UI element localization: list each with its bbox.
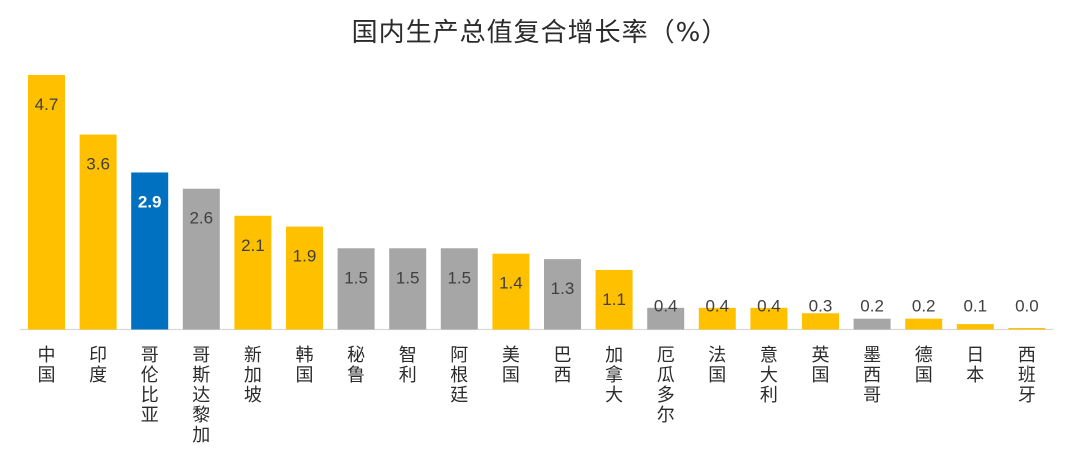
category-label-18: 日本 xyxy=(966,345,984,386)
bar-16 xyxy=(853,318,891,330)
category-label-9: 美国 xyxy=(502,345,520,386)
data-label-6: 1.5 xyxy=(344,268,368,287)
data-label-17: 0.2 xyxy=(912,297,936,316)
bar-1 xyxy=(79,134,117,330)
category-label-6: 秘鲁 xyxy=(347,345,365,386)
category-label-0: 中国 xyxy=(38,345,56,386)
bar-19 xyxy=(1008,328,1046,330)
data-label-0: 4.7 xyxy=(35,95,59,114)
category-label-12: 厄瓜多尔 xyxy=(657,345,675,426)
category-label-2: 哥伦比亚 xyxy=(141,345,159,426)
data-label-2: 2.9 xyxy=(138,192,162,211)
data-label-13: 0.4 xyxy=(705,297,729,316)
data-label-9: 1.4 xyxy=(499,274,523,293)
category-label-13: 法国 xyxy=(708,345,726,386)
category-label-19: 西班牙 xyxy=(1018,345,1036,406)
data-label-3: 2.6 xyxy=(189,209,213,228)
bar-15 xyxy=(802,313,839,330)
bar-0 xyxy=(28,75,65,330)
category-label-3: 哥斯达黎加 xyxy=(192,345,210,446)
bar-12 xyxy=(647,307,685,330)
category-label-5: 韩国 xyxy=(296,345,314,386)
data-label-10: 1.3 xyxy=(551,279,575,298)
category-label-17: 德国 xyxy=(915,345,933,386)
data-label-7: 1.5 xyxy=(396,268,420,287)
chart-title: 国内生产总值复合增长率（%） xyxy=(351,18,729,48)
data-label-12: 0.4 xyxy=(654,297,678,316)
category-label-4: 新加坡 xyxy=(244,345,262,406)
data-label-11: 1.1 xyxy=(602,290,626,309)
data-label-4: 2.1 xyxy=(241,236,265,255)
data-label-14: 0.4 xyxy=(757,297,781,316)
bar-14 xyxy=(750,307,788,330)
category-label-10: 巴西 xyxy=(554,345,572,386)
bar-11 xyxy=(595,269,633,330)
category-label-15: 英国 xyxy=(812,345,830,386)
data-label-18: 0.1 xyxy=(963,297,987,316)
bar-10 xyxy=(544,259,581,330)
data-label-8: 1.5 xyxy=(447,268,471,287)
bar-13 xyxy=(698,307,736,330)
data-label-1: 3.6 xyxy=(86,155,110,174)
bar-4 xyxy=(234,215,272,330)
data-label-16: 0.2 xyxy=(860,297,884,316)
category-label-1: 印度 xyxy=(89,345,107,386)
bar-17 xyxy=(905,318,943,330)
data-label-15: 0.3 xyxy=(809,297,833,316)
bar-9 xyxy=(492,253,530,330)
category-label-16: 墨西哥 xyxy=(863,345,881,406)
bar-3 xyxy=(182,188,220,330)
category-label-8: 阿根廷 xyxy=(450,345,468,406)
bar-5 xyxy=(286,226,323,330)
data-label-5: 1.9 xyxy=(293,247,317,266)
data-label-19: 0.0 xyxy=(1015,297,1039,316)
bar-2 xyxy=(131,172,169,330)
bar-18 xyxy=(956,324,994,330)
category-label-7: 智利 xyxy=(399,345,417,386)
category-label-11: 加拿大 xyxy=(605,345,623,406)
bar-8 xyxy=(440,248,478,330)
category-label-14: 意大利 xyxy=(760,345,778,406)
bar-7 xyxy=(389,248,427,330)
bar-6 xyxy=(337,248,375,330)
